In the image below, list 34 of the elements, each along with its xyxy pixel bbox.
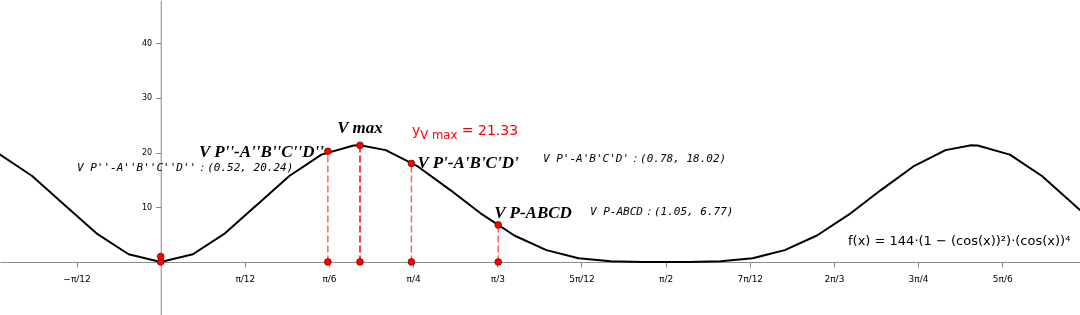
point (494, 221, 502, 229)
x-tick-label: 5π/12 (569, 274, 595, 285)
point (356, 141, 364, 150)
point (156, 252, 165, 261)
x-tick-label: π/12 (235, 274, 256, 285)
annotation: y$_{V max}$ = 21.33 (412, 122, 519, 142)
point (156, 258, 165, 266)
point (494, 258, 502, 266)
x-tick-label: π/3 (490, 274, 505, 285)
point (324, 147, 332, 156)
point (407, 159, 416, 168)
y-tick-label: 10 (142, 202, 153, 212)
x-tick-label: π/4 (406, 274, 422, 285)
point (356, 258, 364, 266)
x-tick-label: 3π/4 (908, 274, 929, 285)
annotation: V P-ABCD：(1.05, 6.77) (590, 205, 734, 218)
x-tick-label: π/2 (659, 274, 674, 285)
point (407, 258, 416, 266)
y-tick-label: 20 (142, 148, 153, 158)
x-tick-label: 7π/12 (737, 274, 764, 285)
point (324, 258, 332, 266)
x-tick-label: −π/12 (63, 274, 91, 285)
annotation: V max (337, 118, 384, 138)
x-tick-label: 5π/6 (992, 274, 1013, 285)
annotation: V P-ABCD (494, 202, 572, 222)
y-tick-label: 40 (142, 38, 153, 48)
annotation: V P'-A'B'C'D'：(0.78, 18.02) (543, 152, 727, 165)
annotation: f(x) = 144·(1 − (cos(x))²)·(cos(x))⁴ (848, 233, 1071, 248)
x-tick-label: π/6 (322, 274, 337, 285)
y-tick-label: 30 (142, 93, 153, 103)
x-tick-label: 2π/3 (824, 274, 845, 285)
annotation: V P''-A''B''C''D''：(0.52, 20.24) (77, 161, 294, 174)
annotation: V P''-A''B''C''D'' (199, 142, 325, 162)
annotation: V P'-A'B'C'D' (417, 153, 519, 173)
